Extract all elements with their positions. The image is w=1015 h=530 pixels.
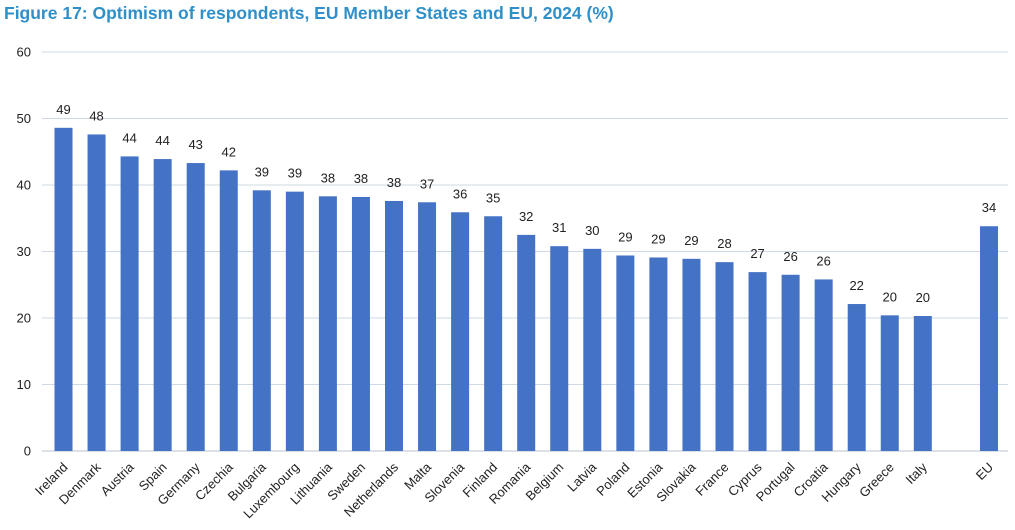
bar-croatia xyxy=(814,279,833,451)
bar-austria xyxy=(120,156,139,451)
bar-luxembourg xyxy=(285,191,304,451)
bar-cyprus xyxy=(748,272,767,451)
data-label: 39 xyxy=(255,164,269,179)
chart-title: Figure 17: Optimism of respondents, EU M… xyxy=(4,3,614,23)
y-tick-label: 20 xyxy=(17,311,31,326)
bar-lithuania xyxy=(318,196,337,451)
bar-romania xyxy=(517,234,536,451)
data-label: 43 xyxy=(188,137,202,152)
y-tick-label: 30 xyxy=(17,244,31,259)
data-label: 35 xyxy=(486,190,500,205)
bar-denmark xyxy=(87,134,106,451)
bar-hungary xyxy=(847,304,866,451)
data-label: 34 xyxy=(982,200,996,215)
data-label: 29 xyxy=(618,229,632,244)
data-label: 44 xyxy=(122,130,136,145)
data-label: 30 xyxy=(585,223,599,238)
data-label: 28 xyxy=(717,236,731,251)
x-category-label: Austria xyxy=(97,459,137,499)
bar-spain xyxy=(153,159,172,451)
bar-netherlands xyxy=(385,200,403,451)
data-label: 39 xyxy=(288,166,302,181)
bar-italy xyxy=(913,316,932,451)
data-label: 44 xyxy=(155,133,169,148)
data-label: 26 xyxy=(816,253,830,268)
bar-belgium xyxy=(550,246,569,451)
x-category-label: Italy xyxy=(902,459,930,487)
data-label: 38 xyxy=(321,170,335,185)
data-label: 29 xyxy=(684,233,698,248)
y-axis-ticks: 0 10 20 30 40 50 60 xyxy=(17,45,31,459)
bar-greece xyxy=(880,315,899,451)
data-label: 32 xyxy=(519,209,533,224)
y-tick-label: 40 xyxy=(17,178,31,193)
data-label: 20 xyxy=(916,290,930,305)
y-tick-label: 0 xyxy=(24,444,31,459)
data-label: 29 xyxy=(651,231,665,246)
data-label: 31 xyxy=(552,220,566,235)
data-label: 37 xyxy=(420,176,434,191)
bar-slovakia xyxy=(682,258,701,451)
data-label: 20 xyxy=(883,289,897,304)
bar-slovenia xyxy=(451,212,470,451)
bar-sweden xyxy=(351,196,370,451)
data-label: 38 xyxy=(387,175,401,190)
bar-bulgaria xyxy=(252,190,271,451)
bar-malta xyxy=(418,202,437,451)
bar-estonia xyxy=(649,257,668,451)
data-label: 38 xyxy=(354,171,368,186)
data-labels: 49 48 44 44 43 42 39 39 38 38 38 37 36 35 32 31 30 29 29 29… xyxy=(56,102,996,305)
bar-latvia xyxy=(583,248,602,451)
x-category-label: France xyxy=(692,460,731,499)
bars xyxy=(54,127,998,451)
bar-finland xyxy=(484,216,503,451)
x-axis-categories: IrelandDenmarkAustriaSpainGermanyCzechia… xyxy=(32,459,996,521)
bar-france xyxy=(715,262,734,451)
x-category-label: Greece xyxy=(856,460,897,501)
data-label: 49 xyxy=(56,102,70,117)
data-label: 42 xyxy=(222,144,236,159)
bar-germany xyxy=(186,163,205,451)
data-label: 22 xyxy=(849,278,863,293)
y-tick-label: 50 xyxy=(17,111,31,126)
bar-poland xyxy=(616,255,635,451)
bar-portugal xyxy=(781,274,800,451)
bar-czechia xyxy=(219,170,238,451)
y-tick-label: 10 xyxy=(17,377,31,392)
x-category-label: EU xyxy=(973,460,996,483)
data-label: 26 xyxy=(783,249,797,264)
bar-eu xyxy=(980,226,998,451)
y-tick-label: 60 xyxy=(17,45,31,60)
data-label: 48 xyxy=(89,108,103,123)
data-label: 36 xyxy=(453,186,467,201)
bar-ireland xyxy=(54,127,73,451)
data-label: 27 xyxy=(750,246,764,261)
